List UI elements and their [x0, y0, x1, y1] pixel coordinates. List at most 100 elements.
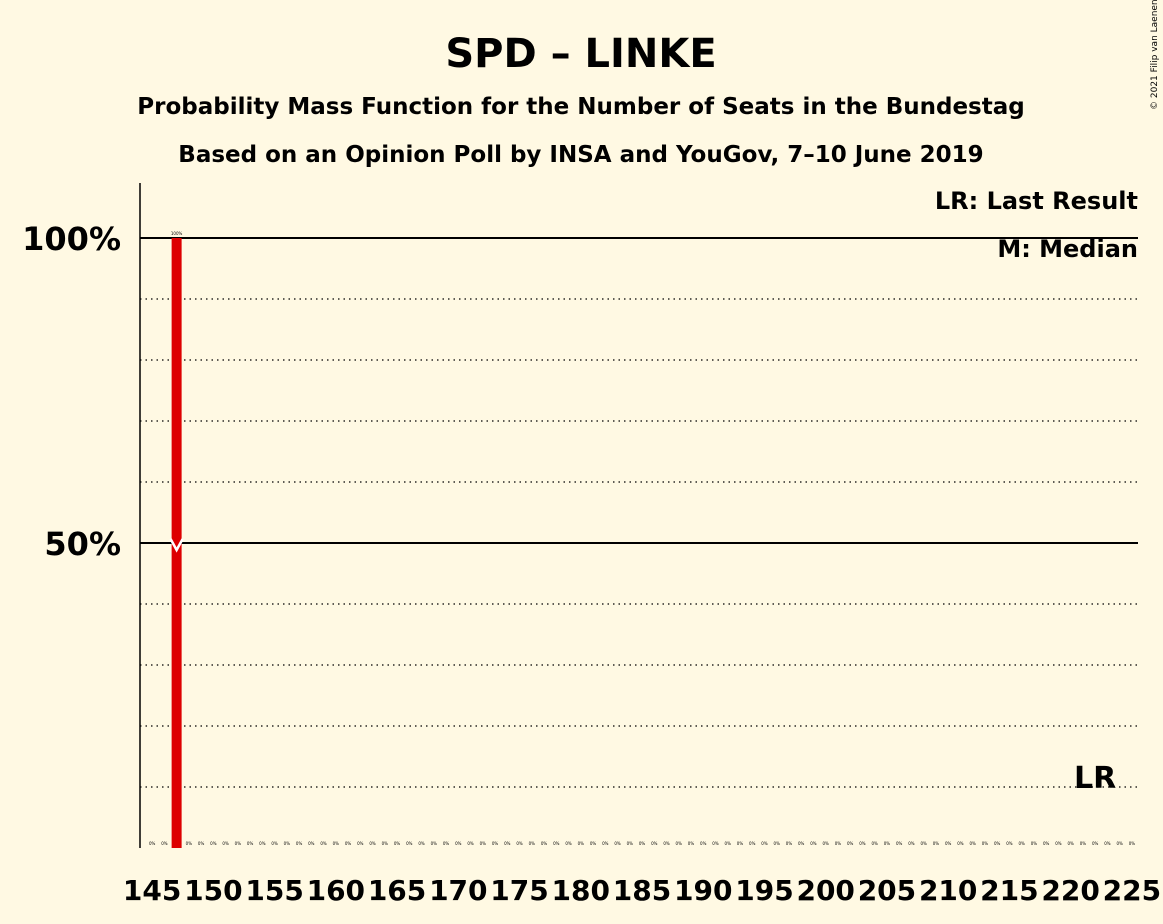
y-tick-label: 50%: [44, 525, 121, 563]
zero-label-221: 0%: [1080, 841, 1087, 846]
zero-label-198: 0%: [798, 841, 805, 846]
zero-label-196: 0%: [774, 841, 781, 846]
x-tick-label: 195: [735, 874, 793, 907]
zero-label-161: 0%: [345, 841, 352, 846]
zero-label-223: 0%: [1104, 841, 1111, 846]
zero-label-207: 0%: [908, 841, 915, 846]
zero-label-209: 0%: [933, 841, 940, 846]
zero-label-194: 0%: [749, 841, 756, 846]
x-tick-label: 170: [429, 874, 487, 907]
zero-label-167: 0%: [418, 841, 425, 846]
x-tick-label: 145: [123, 874, 181, 907]
zero-label-188: 0%: [676, 841, 683, 846]
zero-label-219: 0%: [1055, 841, 1062, 846]
zero-label-178: 0%: [553, 841, 560, 846]
zero-label-193: 0%: [737, 841, 744, 846]
zero-label-163: 0%: [369, 841, 376, 846]
last-result-marker: LR: [1074, 761, 1116, 796]
zero-label-217: 0%: [1031, 841, 1038, 846]
x-tick-label: 185: [613, 874, 671, 907]
zero-label-154: 0%: [259, 841, 266, 846]
y-tick-label: 100%: [22, 220, 121, 258]
zero-label-224: 0%: [1116, 841, 1123, 846]
zero-label-156: 0%: [284, 841, 291, 846]
zero-label-216: 0%: [1018, 841, 1025, 846]
zero-label-162: 0%: [357, 841, 364, 846]
zero-label-191: 0%: [712, 841, 719, 846]
x-tick-label: 165: [368, 874, 426, 907]
zero-label-212: 0%: [969, 841, 976, 846]
zero-label-176: 0%: [529, 841, 536, 846]
gridlines: [140, 237, 1138, 788]
zero-label-213: 0%: [982, 841, 989, 846]
legend-last-result: LR: Last Result: [935, 187, 1138, 215]
zero-label-210: 0%: [945, 841, 952, 846]
zero-label-220: 0%: [1067, 841, 1074, 846]
zero-label-175: 0%: [516, 841, 523, 846]
copyright-note: © 2021 Filip van Laenen: [1150, 0, 1160, 110]
x-tick-label: 210: [919, 874, 977, 907]
zero-label-214: 0%: [994, 841, 1001, 846]
zero-label-164: 0%: [382, 841, 389, 846]
chart-subtitle-poll: Based on an Opinion Poll by INSA and You…: [178, 142, 983, 168]
bars: 100%: [171, 231, 183, 848]
zero-label-189: 0%: [688, 841, 695, 846]
zero-label-201: 0%: [835, 841, 842, 846]
zero-label-190: 0%: [700, 841, 707, 846]
x-tick-label: 180: [552, 874, 610, 907]
zero-label-183: 0%: [614, 841, 621, 846]
zero-label-205: 0%: [884, 841, 891, 846]
zero-label-172: 0%: [480, 841, 487, 846]
zero-label-174: 0%: [504, 841, 511, 846]
zero-label-185: 0%: [639, 841, 646, 846]
y-axis-ticks: 50% 100%: [22, 220, 121, 563]
zero-label-200: 0%: [823, 841, 830, 846]
x-tick-label: 150: [184, 874, 242, 907]
bar-147: [171, 238, 182, 848]
zero-label-222: 0%: [1092, 841, 1099, 846]
x-tick-label: 190: [674, 874, 732, 907]
x-tick-label: 200: [796, 874, 854, 907]
zero-label-148: 0%: [186, 841, 193, 846]
zero-label-202: 0%: [847, 841, 854, 846]
x-tick-label: 215: [980, 874, 1038, 907]
zero-label-187: 0%: [663, 841, 670, 846]
zero-label-204: 0%: [872, 841, 879, 846]
zero-label-150: 0%: [210, 841, 217, 846]
zero-label-151: 0%: [222, 841, 229, 846]
x-axis-ticks: 145 150 155 160 165 170 175 180 185 190 195 200 205 2…: [123, 874, 1161, 907]
zero-label-197: 0%: [786, 841, 793, 846]
zero-label-225: 0%: [1129, 841, 1136, 846]
zero-label-181: 0%: [590, 841, 597, 846]
zero-label-218: 0%: [1043, 841, 1050, 846]
chart-subtitle: Probability Mass Function for the Number…: [137, 94, 1024, 120]
zero-label-146: 0%: [161, 841, 168, 846]
zero-label-203: 0%: [859, 841, 866, 846]
zero-label-192: 0%: [725, 841, 732, 846]
zero-label-165: 0%: [394, 841, 401, 846]
zero-label-159: 0%: [320, 841, 327, 846]
x-tick-label: 155: [245, 874, 303, 907]
zero-label-170: 0%: [455, 841, 462, 846]
zero-label-184: 0%: [627, 841, 634, 846]
zero-label-171: 0%: [467, 841, 474, 846]
zero-label-166: 0%: [406, 841, 413, 846]
x-tick-label: 220: [1041, 874, 1099, 907]
x-tick-label: 225: [1103, 874, 1161, 907]
x-tick-label: 205: [858, 874, 916, 907]
zero-label-152: 0%: [235, 841, 242, 846]
zero-label-182: 0%: [602, 841, 609, 846]
zero-label-215: 0%: [1006, 841, 1013, 846]
zero-label-153: 0%: [247, 841, 254, 846]
annotation-marks: LR: [169, 538, 1116, 796]
zero-label-177: 0%: [541, 841, 548, 846]
median-marker: [169, 538, 184, 553]
x-tick-label: 160: [307, 874, 365, 907]
zero-label-186: 0%: [651, 841, 658, 846]
zero-label-155: 0%: [271, 841, 278, 846]
zero-labels: 0% 0% 0% 0% 0% 0% 0% 0% 0% 0% 0% 0% 0% 0% 0% 0% 0% 0% 0% 0%…: [149, 841, 1135, 846]
x-tick-label: 175: [490, 874, 548, 907]
zero-label-158: 0%: [308, 841, 315, 846]
zero-label-208: 0%: [920, 841, 927, 846]
